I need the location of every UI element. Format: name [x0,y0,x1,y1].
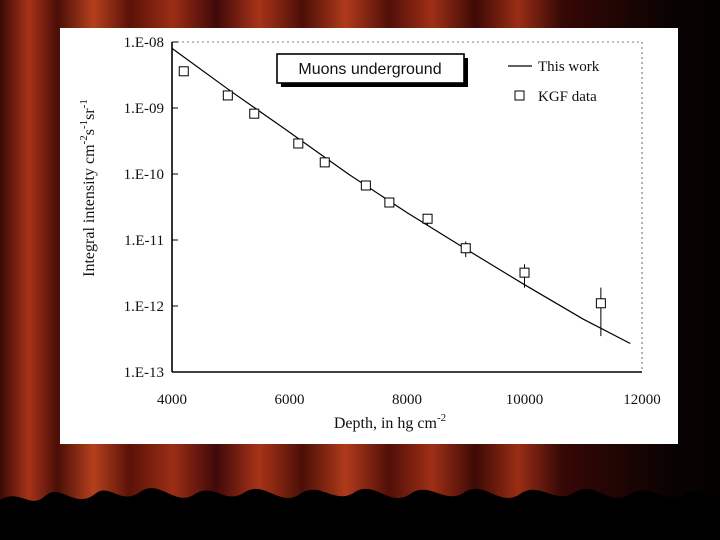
y-tick-3: 1.E-11 [124,233,178,249]
x-tick-label: 4000 [157,392,187,408]
y-axis-title-part: Integral intensity cm [81,144,98,277]
data-point [595,298,606,309]
y-tick-label: 1.E-08 [124,35,164,51]
legend-label: This work [538,59,600,75]
y-axis-title-exponent: -2 [78,135,90,144]
y-tick-2: 1.E-10 [124,167,178,183]
y-tick-0: 1.E-08 [124,35,178,51]
y-axis-title: Integral intensity cm-2s-1sr-1 [78,99,98,277]
data-point [519,267,530,278]
y-axis: 1.E-08 1.E-09 1.E-10 1.E-11 1.E-12 1.E-1… [124,35,178,381]
y-tick-label: 1.E-13 [124,365,164,381]
axes-frame [171,41,643,373]
data-point [249,108,260,119]
legend-label: KGF data [538,89,597,105]
x-axis-title: Depth, in hg cm-2 [334,412,446,432]
legend-item-this-work: This work [508,59,600,75]
legend: This work KGF data [508,59,600,105]
data-point [293,138,304,149]
y-axis-title-part: s [81,129,98,135]
data-point [319,157,330,168]
y-tick-label: 1.E-09 [124,101,164,117]
series-kgf-data [178,66,606,337]
x-tick-label: 6000 [275,392,305,408]
data-point [360,180,371,191]
series-line-this-work [171,47,631,345]
plot-canvas: 1.E-08 1.E-09 1.E-10 1.E-11 1.E-12 1.E-1… [78,35,661,432]
x-axis: 4000 6000 8000 10000 12000 [157,392,661,408]
data-point [460,243,471,254]
chart-title-box: Muons underground [276,53,468,87]
y-tick-5: 1.E-13 [124,365,178,381]
chart-panel: 1.E-08 1.E-09 1.E-10 1.E-11 1.E-12 1.E-1… [60,28,678,444]
y-axis-title-text: Integral intensity cm-2s-1sr-1 [78,99,98,277]
y-axis-title-exponent: -1 [78,120,90,129]
y-tick-label: 1.E-11 [124,233,164,249]
y-axis-title-part: sr [81,108,98,120]
legend-square-swatch [514,90,525,101]
data-point [384,197,395,208]
x-axis-title-exponent: -2 [437,412,446,424]
data-point [422,213,433,224]
y-tick-1: 1.E-09 [124,101,178,117]
y-tick-label: 1.E-12 [124,299,164,315]
x-tick-label: 12000 [623,392,661,408]
y-axis-title-exponent: -1 [78,99,90,108]
x-axis-title-main: Depth, in hg cm [334,415,438,432]
y-tick-label: 1.E-10 [124,167,164,183]
title-frame [276,53,465,84]
x-tick-label: 8000 [392,392,422,408]
chart-title: Muons underground [298,61,441,78]
x-tick-label: 10000 [506,392,544,408]
y-tick-4: 1.E-12 [124,299,178,315]
data-point [178,66,189,77]
legend-item-kgf-data: KGF data [514,89,597,105]
data-point [222,90,233,101]
